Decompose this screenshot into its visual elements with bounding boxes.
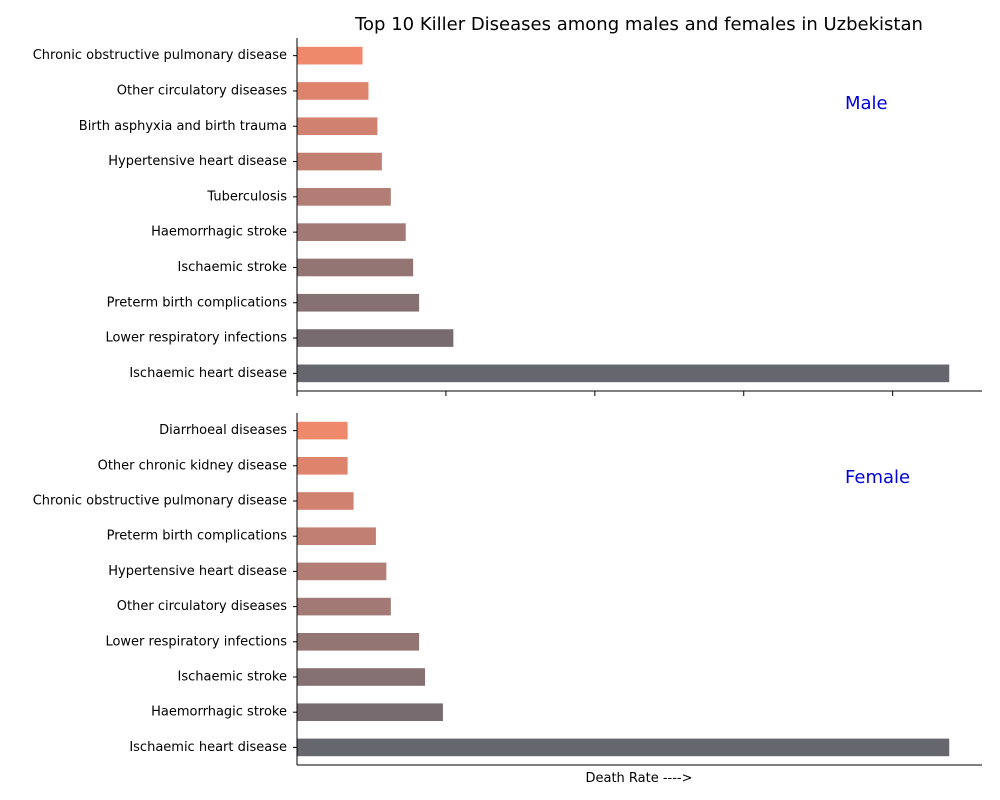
female-category-label: Diarrhoeal diseases <box>159 423 287 438</box>
male-category-label: Lower respiratory infections <box>105 331 287 346</box>
male-bar-9 <box>297 82 369 100</box>
male-bar-8 <box>297 117 378 136</box>
male-bar-1 <box>297 364 950 383</box>
male-bar-10 <box>297 46 363 65</box>
male-category-label: Ischaemic heart disease <box>129 366 287 381</box>
female-bar-3 <box>297 668 426 686</box>
male-category-label: Other circulatory diseases <box>117 83 287 98</box>
x-axis-label: Death Rate ----> <box>585 771 692 786</box>
male-category-label: Chronic obstructive pulmonary disease <box>33 48 287 63</box>
male-panel: Ischaemic heart disease Lower respiratory… <box>33 38 982 396</box>
female-category-label: Other chronic kidney disease <box>98 458 287 473</box>
male-bar-5 <box>297 223 406 241</box>
male-category-label: Ischaemic stroke <box>178 260 287 275</box>
female-bar-8 <box>297 492 354 510</box>
female-category-label: Ischaemic heart disease <box>129 740 287 755</box>
male-category-label: Tuberculosis <box>206 189 287 204</box>
female-bar-2 <box>297 703 443 721</box>
female-bar-7 <box>297 527 376 545</box>
male-bar-3 <box>297 293 420 312</box>
female-annotation: Female <box>845 467 910 488</box>
male-bar-4 <box>297 258 414 277</box>
female-category-label: Hypertensive heart disease <box>108 564 287 579</box>
female-panel: Ischaemic heart disease Haemorrhagic stro… <box>33 413 982 766</box>
male-bar-6 <box>297 188 391 206</box>
male-bar-7 <box>297 152 382 171</box>
male-category-label: Haemorrhagic stroke <box>151 225 287 240</box>
female-category-label: Ischaemic stroke <box>178 670 287 685</box>
female-bar-1 <box>297 738 950 757</box>
female-category-label: Other circulatory diseases <box>117 599 287 614</box>
male-category-label: Birth asphyxia and birth trauma <box>79 119 287 134</box>
female-bar-5 <box>297 597 391 616</box>
female-bar-6 <box>297 562 387 581</box>
male-category-label: Hypertensive heart disease <box>108 154 287 169</box>
female-category-label: Preterm birth complications <box>107 529 288 544</box>
female-category-label: Chronic obstructive pulmonary disease <box>33 494 287 509</box>
female-category-label: Haemorrhagic stroke <box>151 705 287 720</box>
female-bar-9 <box>297 457 348 475</box>
male-category-label: Preterm birth complications <box>107 295 288 310</box>
male-annotation: Male <box>845 93 888 114</box>
female-bar-4 <box>297 633 420 651</box>
chart-title: Top 10 Killer Diseases among males and f… <box>354 14 923 35</box>
female-category-label: Lower respiratory infections <box>105 634 287 649</box>
female-bar-10 <box>297 421 348 440</box>
male-bar-2 <box>297 329 454 347</box>
